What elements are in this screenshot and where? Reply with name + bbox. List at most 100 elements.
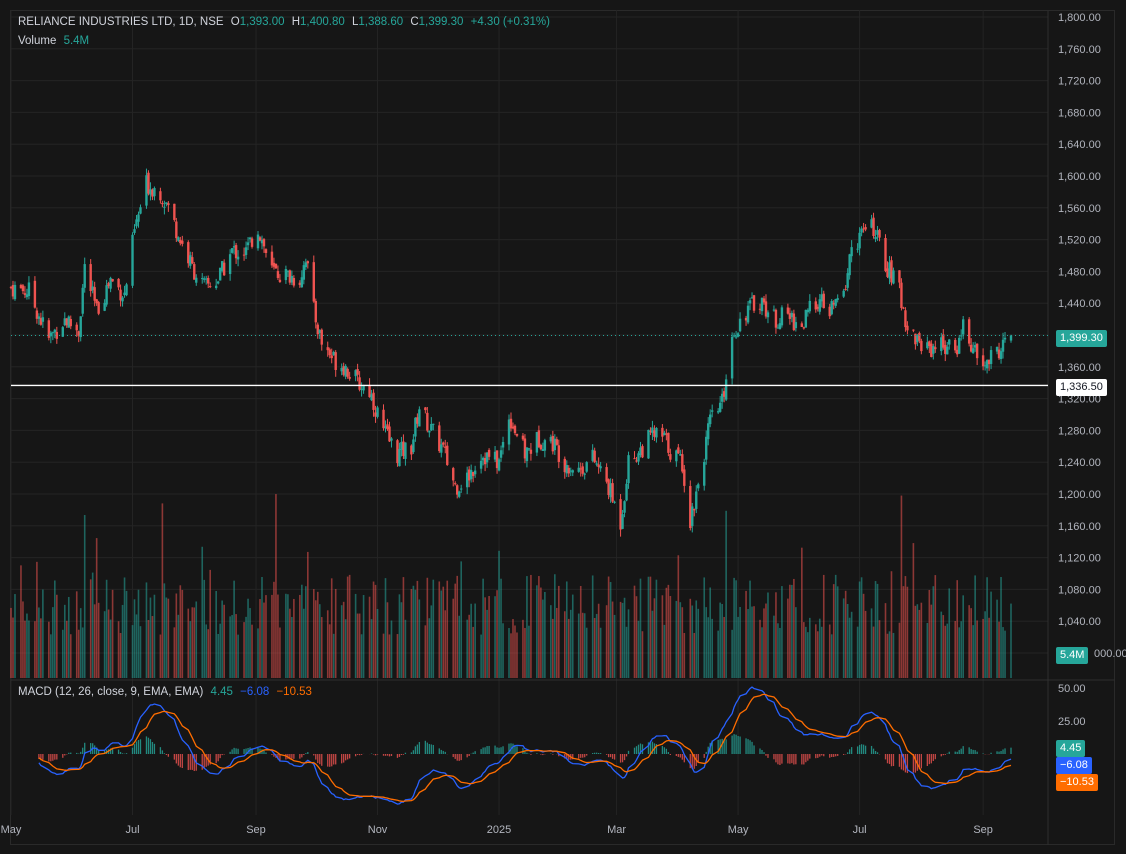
hline-price-label[interactable]: 1,336.50 xyxy=(1056,379,1107,396)
volume-bar xyxy=(424,625,427,678)
candle-body xyxy=(973,345,977,348)
macd-title[interactable]: MACD (12, 26, close, 9, EMA, EMA) xyxy=(18,686,204,698)
candle-body xyxy=(125,284,128,296)
candle-body xyxy=(515,433,519,436)
volume-bar xyxy=(918,609,921,678)
candle-body xyxy=(119,289,122,301)
volume-bar xyxy=(683,633,686,678)
candle-body xyxy=(444,446,447,448)
candle-body xyxy=(766,312,770,318)
candle-body xyxy=(264,249,268,254)
candle-body xyxy=(623,501,626,513)
candle-body xyxy=(858,232,861,249)
volume-label[interactable]: Volume xyxy=(18,35,57,47)
volume-bar xyxy=(247,598,249,678)
symbol-title[interactable]: RELIANCE INDUSTRIES LTD, 1D, NSE xyxy=(18,16,224,28)
volume-bar xyxy=(265,595,267,678)
volume-bar xyxy=(870,608,873,678)
volume-bar xyxy=(637,620,640,678)
candle-body xyxy=(836,298,839,300)
x-tick-label: Jul xyxy=(125,824,139,836)
candle-body xyxy=(774,309,778,328)
candle-body xyxy=(886,268,889,277)
volume-bar xyxy=(679,602,682,678)
candle-body xyxy=(537,430,541,448)
volume-bar xyxy=(834,574,837,678)
volume-bar xyxy=(56,594,58,678)
candle-body xyxy=(722,391,726,397)
y-tick-label: 1,800.00 xyxy=(1058,12,1101,24)
candle-body xyxy=(730,336,734,379)
candle-body xyxy=(165,202,168,205)
candle-body xyxy=(691,506,694,527)
candle-body xyxy=(77,331,80,336)
candle-body xyxy=(467,469,471,481)
candle-body xyxy=(583,473,586,475)
volume-bar xyxy=(607,576,610,678)
volume-bar xyxy=(591,575,594,678)
volume-bar xyxy=(912,543,915,678)
candle-body xyxy=(181,240,184,244)
candle-body xyxy=(372,392,375,410)
volume-bar xyxy=(775,592,777,678)
volume-bar xyxy=(356,613,359,678)
candle-body xyxy=(593,450,596,463)
candle-body xyxy=(720,393,724,402)
candle-body xyxy=(585,462,588,472)
x-tick-label: 2025 xyxy=(487,824,511,836)
candle-body xyxy=(262,239,266,247)
volume-bar xyxy=(117,621,120,678)
volume-bar xyxy=(418,599,421,678)
candle-body xyxy=(454,483,457,485)
candle-body xyxy=(834,298,837,306)
candle-body xyxy=(567,467,570,474)
volume-bar xyxy=(625,626,628,678)
candle-body xyxy=(732,335,736,337)
candle-body xyxy=(832,302,835,305)
candle-body xyxy=(298,282,302,285)
candle-body xyxy=(205,278,208,280)
chart-frame[interactable] xyxy=(10,10,1115,845)
candle-body xyxy=(716,411,720,413)
volume-bar xyxy=(962,595,964,678)
candle-body xyxy=(625,483,628,501)
volume-bar xyxy=(195,601,198,678)
volume-bar xyxy=(235,614,237,678)
candle-body xyxy=(318,330,321,333)
volume-bar xyxy=(621,602,624,678)
volume-bar xyxy=(285,593,287,678)
candle-body xyxy=(535,432,539,453)
volume-bar xyxy=(460,561,462,678)
close-label: C xyxy=(410,16,419,28)
volume-bar xyxy=(655,579,658,678)
candle-body xyxy=(997,349,1001,359)
volume-bar xyxy=(193,607,196,678)
volume-bar xyxy=(872,626,875,678)
volume-bar xyxy=(217,633,219,678)
volume-bar xyxy=(273,581,275,678)
volume-bar xyxy=(613,614,616,678)
candle-body xyxy=(872,217,875,236)
volume-bar xyxy=(388,634,391,678)
volume-bar xyxy=(173,627,176,678)
volume-bar xyxy=(432,579,435,678)
volume-bar xyxy=(446,580,449,678)
volume-bar xyxy=(330,578,333,678)
volume-bar xyxy=(442,586,445,678)
candle-body xyxy=(989,350,993,364)
volume-bar xyxy=(458,615,461,678)
volume-bar xyxy=(161,503,164,678)
candle-body xyxy=(97,302,100,314)
volume-bar xyxy=(362,595,365,678)
candle-body xyxy=(667,432,670,453)
volume-bar xyxy=(906,586,909,678)
candle-body xyxy=(709,414,712,425)
volume-bar xyxy=(412,585,415,678)
volume-bar xyxy=(773,615,775,678)
volume-bar xyxy=(554,574,556,678)
candle-body xyxy=(390,438,393,441)
price-candles xyxy=(9,168,1013,537)
volume-bar xyxy=(149,597,152,678)
candle-body xyxy=(149,189,152,195)
